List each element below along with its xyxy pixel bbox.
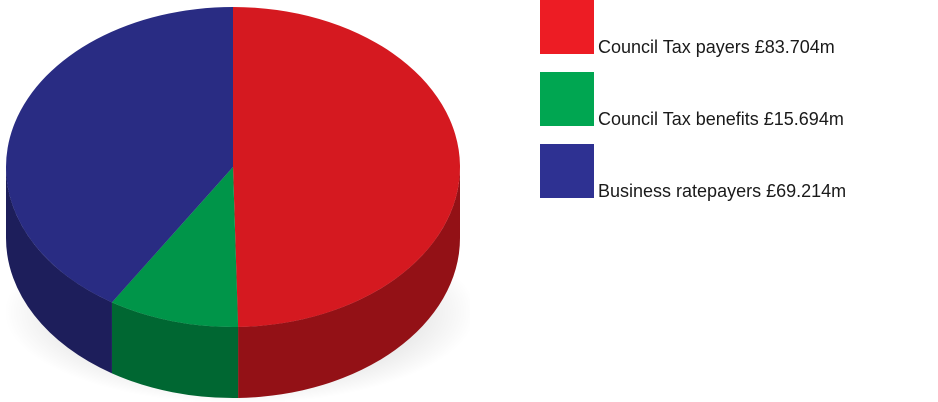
pie-side-council-tax-benefits bbox=[111, 302, 239, 398]
legend-label-council-tax-payers: Council Tax payers £83.704m bbox=[598, 37, 835, 57]
legend-item-council-tax-payers: Council Tax payers £83.704m bbox=[540, 0, 938, 72]
legend-item-business-ratepayers: Business ratepayers £69.214m bbox=[540, 144, 938, 216]
legend-label-business-ratepayers: Business ratepayers £69.214m bbox=[598, 181, 847, 201]
pie-side-council-tax-payers bbox=[238, 167, 460, 398]
legend-item-council-tax-benefits: Council Tax benefits £15.694m bbox=[540, 72, 938, 144]
pie-top bbox=[5, 7, 461, 327]
pie-sides bbox=[5, 167, 460, 398]
legend: Council Tax payers £83.704m Council Tax … bbox=[540, 0, 938, 216]
legend-swatch-council-tax-payers bbox=[540, 0, 594, 54]
pie-chart bbox=[4, 7, 470, 402]
legend-label-council-tax-benefits: Council Tax benefits £15.694m bbox=[598, 109, 844, 129]
pie-slice-business-ratepayers bbox=[5, 7, 233, 303]
legend-swatch-business-ratepayers bbox=[540, 144, 594, 198]
pie-slice-council-tax-benefits bbox=[111, 167, 239, 327]
legend-swatch-council-tax-benefits bbox=[540, 72, 594, 126]
pie-slice-council-tax-payers bbox=[233, 7, 461, 327]
pie-side-business-ratepayers bbox=[5, 167, 112, 374]
